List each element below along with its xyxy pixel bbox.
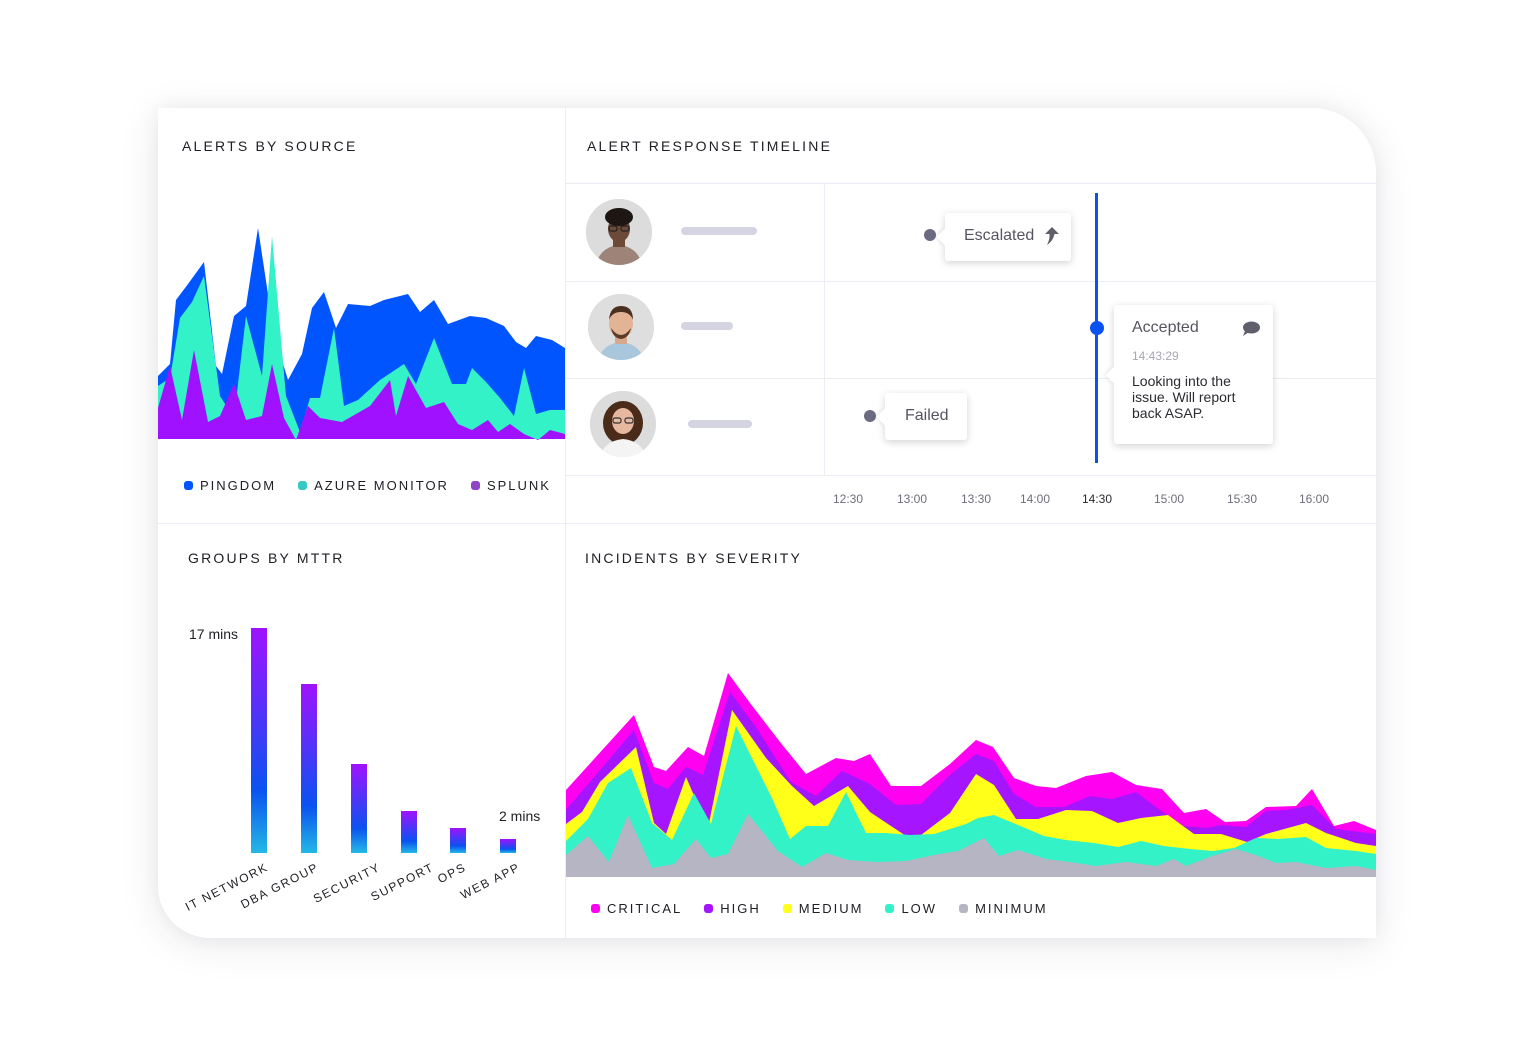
legend-label: HIGH	[720, 901, 761, 916]
groups-by-mttr-title: GROUPS BY MTTR	[188, 550, 345, 566]
escalate-arrow-icon	[1045, 227, 1059, 245]
legend-item-medium[interactable]: MEDIUM	[782, 901, 864, 916]
timeline-row-divider	[566, 475, 1376, 476]
horizontal-divider	[158, 523, 1376, 524]
time-tick: 15:00	[1153, 492, 1185, 506]
user-name-placeholder	[681, 227, 757, 235]
alerts-by-source-title: ALERTS BY SOURCE	[182, 138, 358, 154]
time-tick: 13:00	[896, 492, 928, 506]
alert-response-timeline-title: ALERT RESPONSE TIMELINE	[587, 138, 833, 154]
timeline-column-divider	[824, 183, 825, 475]
legend-swatch	[298, 481, 308, 490]
avatar-user-2[interactable]	[588, 294, 654, 360]
legend-label: SPLUNK	[486, 478, 551, 493]
time-tick-current: 14:30	[1081, 492, 1113, 506]
time-tick: 14:00	[1019, 492, 1051, 506]
event-accepted[interactable]: Accepted 14:43:29 Looking into the issue…	[1114, 305, 1273, 444]
person-icon	[586, 199, 652, 265]
legend-item-low[interactable]: LOW	[885, 901, 937, 916]
dashboard-card: ALERTS BY SOURCE PINGDOM AZURE MONITOR S…	[158, 108, 1376, 938]
person-icon	[590, 391, 656, 457]
legend-swatch	[184, 481, 193, 490]
legend-item-high[interactable]: HIGH	[704, 901, 761, 916]
timeline-row-divider	[566, 378, 1376, 379]
event-dot-escalated[interactable]	[924, 229, 936, 241]
time-tick: 12:30	[832, 492, 864, 506]
timeline-row-divider	[566, 183, 1376, 184]
incidents-by-severity-chart[interactable]	[566, 668, 1376, 878]
legend-item-pingdom[interactable]: PINGDOM	[184, 478, 276, 493]
bar-it-network	[251, 628, 267, 853]
bar-security	[351, 764, 367, 853]
groups-by-mttr-chart[interactable]	[158, 608, 565, 868]
min-value-label: 2 mins	[499, 808, 541, 824]
max-value-label: 17 mins	[189, 626, 239, 642]
legend-label: PINGDOM	[200, 478, 277, 493]
timeline-row-divider	[566, 281, 1376, 282]
incidents-by-severity-title: INCIDENTS BY SEVERITY	[585, 550, 803, 566]
legend-label: LOW	[901, 901, 938, 916]
legend-item-azure-monitor[interactable]: AZURE MONITOR	[298, 478, 449, 493]
event-dot-failed[interactable]	[864, 410, 876, 422]
time-tick: 16:00	[1298, 492, 1330, 506]
legend-item-minimum[interactable]: MINIMUM	[959, 901, 1048, 916]
alerts-by-source-chart[interactable]	[158, 208, 565, 448]
comment-icon[interactable]	[1242, 321, 1260, 336]
event-label: Failed	[905, 407, 949, 424]
event-failed[interactable]: Failed	[885, 393, 967, 440]
legend-swatch	[591, 904, 600, 913]
legend-swatch	[959, 904, 969, 913]
event-time: 14:43:29	[1132, 349, 1179, 363]
incidents-by-severity-legend: CRITICAL HIGH MEDIUM LOW MINIMUM	[591, 901, 1070, 916]
bar-web-app	[500, 839, 516, 853]
person-icon	[588, 294, 654, 360]
event-message: Looking into the issue. Will report back…	[1132, 373, 1236, 421]
bar-support	[401, 811, 417, 853]
legend-swatch	[782, 904, 792, 913]
time-tick: 13:30	[960, 492, 992, 506]
legend-item-critical[interactable]: CRITICAL	[591, 901, 682, 916]
event-label: Escalated	[964, 227, 1035, 244]
legend-swatch	[704, 904, 714, 913]
avatar-user-3[interactable]	[590, 391, 656, 457]
legend-label: MEDIUM	[798, 901, 864, 916]
bar-ops	[450, 828, 466, 853]
user-name-placeholder	[681, 322, 733, 330]
legend-swatch	[885, 904, 895, 913]
time-tick: 15:30	[1226, 492, 1258, 506]
legend-label: MINIMUM	[975, 901, 1048, 916]
event-dot-accepted[interactable]	[1090, 321, 1104, 335]
event-label: Accepted	[1132, 319, 1199, 336]
legend-item-splunk[interactable]: SPLUNK	[470, 478, 551, 493]
bar-label-it-network: IT NETWORK	[182, 860, 271, 914]
avatar-user-1[interactable]	[586, 199, 652, 265]
legend-label: AZURE MONITOR	[314, 478, 449, 493]
event-escalated[interactable]: Escalated	[945, 213, 1071, 261]
bar-dba-group	[301, 684, 317, 853]
legend-swatch	[470, 481, 480, 490]
user-name-placeholder	[688, 420, 752, 428]
legend-label: CRITICAL	[607, 901, 683, 916]
alerts-by-source-legend: PINGDOM AZURE MONITOR SPLUNK	[184, 478, 573, 493]
